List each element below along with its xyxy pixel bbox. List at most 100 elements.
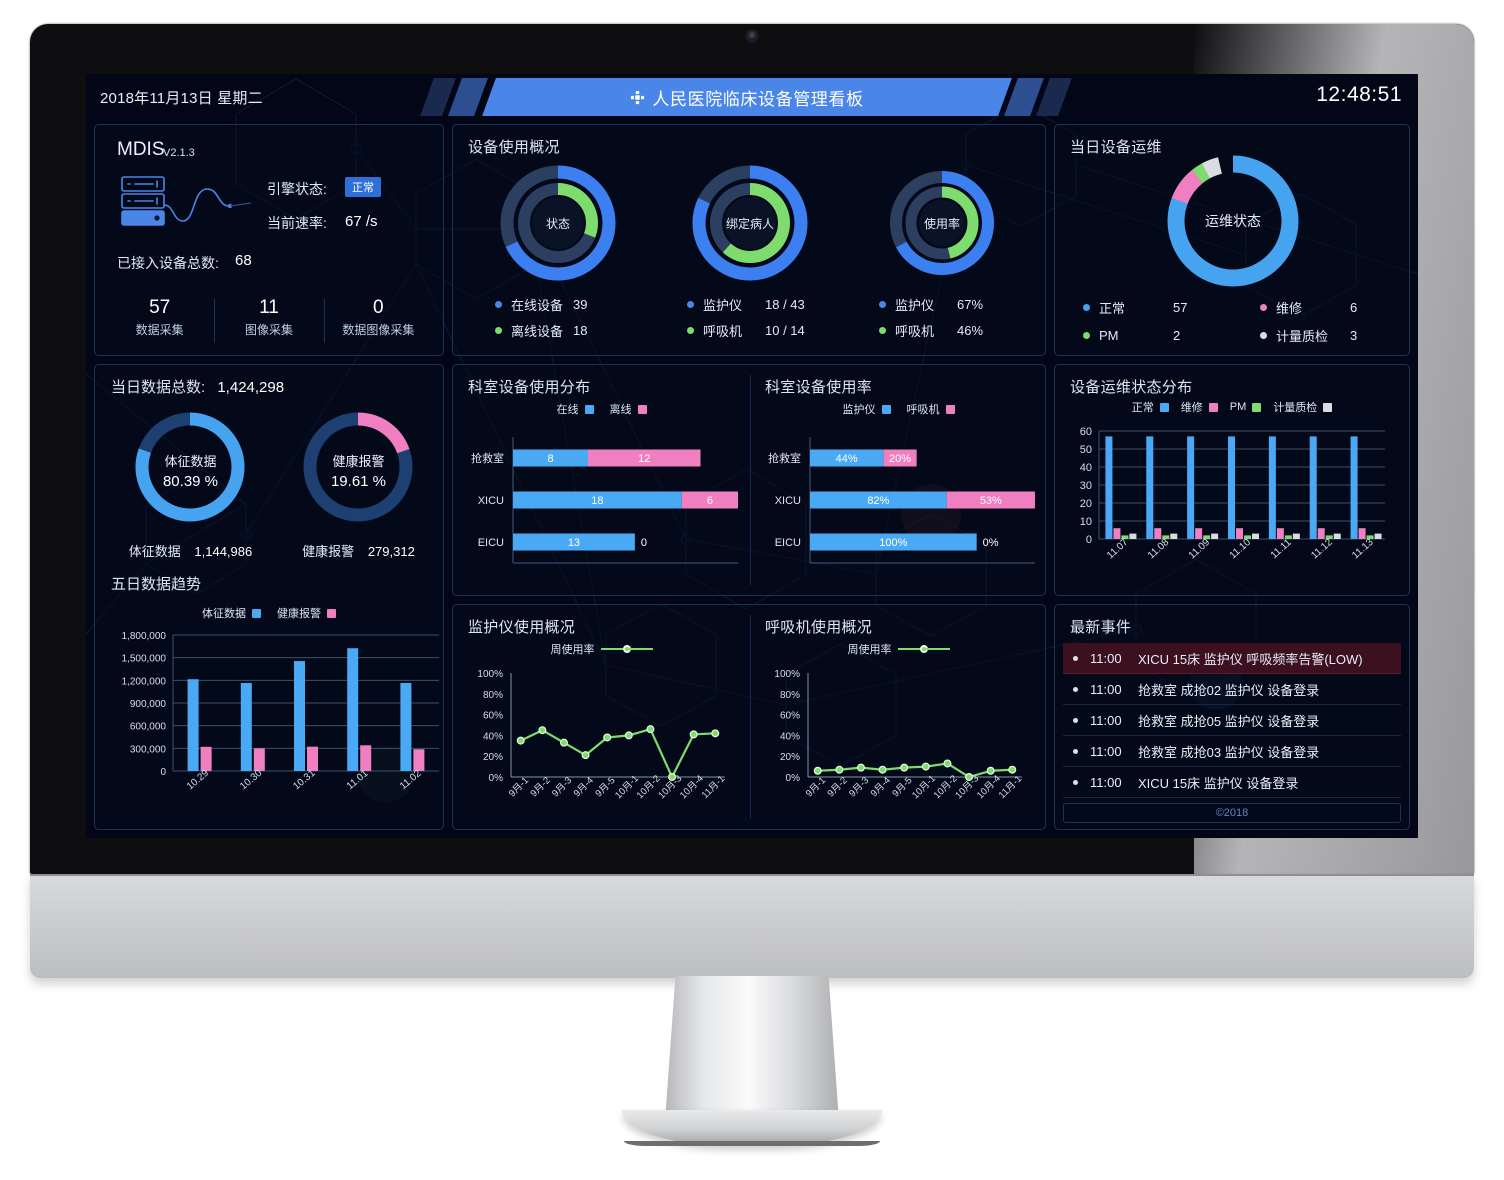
svg-text:60%: 60% <box>483 711 503 722</box>
svg-text:900,000: 900,000 <box>130 699 167 710</box>
legend-dot-icon <box>687 326 694 334</box>
trend-title: 五日数据趋势 <box>111 576 202 593</box>
dashboard-header: 2018年11月13日 星期二 <box>86 74 1418 120</box>
usage-donut-row: 状态 绑定病人 <box>453 159 1045 289</box>
legend-value: 39 <box>573 296 588 312</box>
event-row[interactable]: 11:00 XICU 15床 监护仪 呼吸频率告警(LOW) <box>1063 643 1401 674</box>
svg-text:11.08: 11.08 <box>1146 537 1172 562</box>
svg-text:18: 18 <box>591 495 603 507</box>
panel-divider <box>750 375 751 585</box>
dept-usage-rate-chart: 抢救室 44% 20% XICU 82% 53% EICU 100% 0% <box>768 437 1035 564</box>
copyright-footer: ©2018 <box>1063 803 1401 823</box>
svg-text:11.12: 11.12 <box>1309 537 1335 562</box>
legend-name: 离线 <box>609 404 632 416</box>
legend-name: PM <box>1099 327 1119 343</box>
svg-text:11.09: 11.09 <box>1187 537 1213 562</box>
engine-status-label: 引擎状态: <box>267 181 327 197</box>
legend-swatch-icon <box>1323 402 1333 412</box>
svg-text:30: 30 <box>1080 480 1092 492</box>
donut-center-label: 使用率 <box>923 217 960 231</box>
event-row[interactable]: 11:00 抢救室 成抢05 监护仪 设备登录 <box>1063 705 1401 736</box>
stat-caption: 数据图像采集 <box>342 323 415 337</box>
event-bullet-icon <box>1073 717 1078 723</box>
events-list[interactable]: 11:00 XICU 15床 监护仪 呼吸频率告警(LOW) 11:00 抢救室 成抢… <box>1063 643 1401 798</box>
svg-text:11.07: 11.07 <box>1105 537 1131 562</box>
legend-item: 计量质检 <box>1273 399 1333 415</box>
stat-value: 57 <box>149 297 171 318</box>
event-time: 11:00 <box>1090 774 1122 790</box>
legend-item: 维修 6 <box>1232 298 1409 317</box>
panel-title: 设备运维状态分布 <box>1070 379 1193 396</box>
dashboard-screen: 2018年11月13日 星期二 <box>86 74 1418 838</box>
legend-swatch-icon <box>945 404 955 414</box>
svg-text:60: 60 <box>1080 426 1092 438</box>
legend-dot-icon <box>879 326 886 334</box>
five-day-trend-chart: 0 300,000 600,000 900,000 1,200,000 1,500,000… <box>122 631 439 792</box>
event-time: 11:00 <box>1090 743 1122 759</box>
panel-title: 最新事件 <box>1070 619 1132 636</box>
monitor-stand-neck <box>665 976 839 1121</box>
footer-name: 健康报警 <box>302 544 355 559</box>
donut-center-label: 绑定病人 <box>725 217 774 231</box>
svg-text:9月-1: 9月-1 <box>804 775 828 799</box>
usage-donut-2: 使用率 <box>843 159 1041 289</box>
legend-item: 在线 <box>557 401 594 417</box>
stat-value: 11 <box>259 297 279 318</box>
mdis-stat-cell: 0 数据图像采集 <box>323 295 433 353</box>
rate-label: 当前速率: <box>267 215 327 231</box>
legend-row: PM 2 计量质检 3 <box>1055 321 1409 349</box>
legend-item: 周使用率 <box>551 641 653 657</box>
svg-text:1,500,000: 1,500,000 <box>122 654 167 665</box>
svg-text:53%: 53% <box>980 495 1002 507</box>
legend-name: 离线设备 <box>511 323 564 339</box>
legend-swatch-icon <box>584 404 594 414</box>
svg-text:XICU: XICU <box>775 495 801 507</box>
monitor-legend: 周使用率 <box>453 641 750 657</box>
svg-text:20%: 20% <box>780 752 800 763</box>
legend-value: 18 <box>573 322 588 338</box>
legend-name: 监护仪 <box>842 404 876 416</box>
maint-legend: 正常 维修 PM 计量质检 <box>1055 399 1409 415</box>
svg-text:11月-1: 11月-1 <box>700 774 727 801</box>
footer-value: 1,144,986 <box>194 544 253 559</box>
panel-daily-operation: 当日设备运维 运维状态 正常 57 <box>1054 124 1410 356</box>
legend-item: 周使用率 <box>848 641 950 657</box>
legend-item: 离线设备 18 <box>469 317 667 343</box>
svg-text:9月-3: 9月-3 <box>550 775 574 799</box>
svg-text:EICU: EICU <box>478 537 504 549</box>
mdis-name: MDIS <box>117 139 165 160</box>
svg-text:0: 0 <box>641 537 647 549</box>
legend-dot-icon <box>1260 303 1267 311</box>
panel-daily-data: 当日数据总数: 1,424,298 体征数据 80.39 % <box>94 364 444 830</box>
usage-donut-1: 绑定病人 <box>651 159 849 289</box>
legend-item: 离线 <box>610 401 647 417</box>
svg-text:9月-5: 9月-5 <box>890 775 914 799</box>
event-row[interactable]: 11:00 抢救室 成抢02 监护仪 设备登录 <box>1063 674 1401 705</box>
footer-vital: 体征数据 1,144,986 <box>103 541 278 560</box>
legend-item: 正常 <box>1132 399 1169 415</box>
svg-text:10: 10 <box>1080 516 1092 528</box>
svg-text:300,000: 300,000 <box>130 744 167 755</box>
event-bullet-icon <box>1073 655 1078 661</box>
daily-total-row: 当日数据总数: 1,424,298 <box>111 376 284 397</box>
dept-rate-legend: 监护仪 呼吸机 <box>750 401 1047 417</box>
legend-name: 呼吸机 <box>895 323 935 339</box>
svg-text:82%: 82% <box>867 495 889 507</box>
cross-medical-icon <box>631 90 645 104</box>
banner-title-text: 人民医院临床设备管理看板 <box>652 89 864 109</box>
legend-swatch-icon <box>881 404 891 414</box>
event-bullet-icon <box>1073 748 1078 754</box>
legend-swatch-icon <box>1208 402 1218 412</box>
legend-value: 67% <box>957 296 984 312</box>
svg-text:9月-4: 9月-4 <box>869 775 893 799</box>
svg-text:EICU: EICU <box>775 537 801 549</box>
legend-item: PM 2 <box>1055 328 1232 343</box>
panel-mdis: MDIS V2.1.3 引擎状态: <box>94 124 444 356</box>
svg-text:13: 13 <box>568 537 580 549</box>
event-row[interactable]: 11:00 抢救室 成抢03 监护仪 设备登录 <box>1063 736 1401 767</box>
svg-text:9月-2: 9月-2 <box>528 775 552 799</box>
legend-swatch-icon <box>252 608 261 618</box>
panel-usage-trends: 监护仪使用概况 呼吸机使用概况 周使用率 周使用率 0% 20% 4 <box>452 604 1046 830</box>
event-row[interactable]: 11:00 XICU 15床 监护仪 设备登录 <box>1063 767 1401 798</box>
svg-text:100%: 100% <box>477 669 503 680</box>
